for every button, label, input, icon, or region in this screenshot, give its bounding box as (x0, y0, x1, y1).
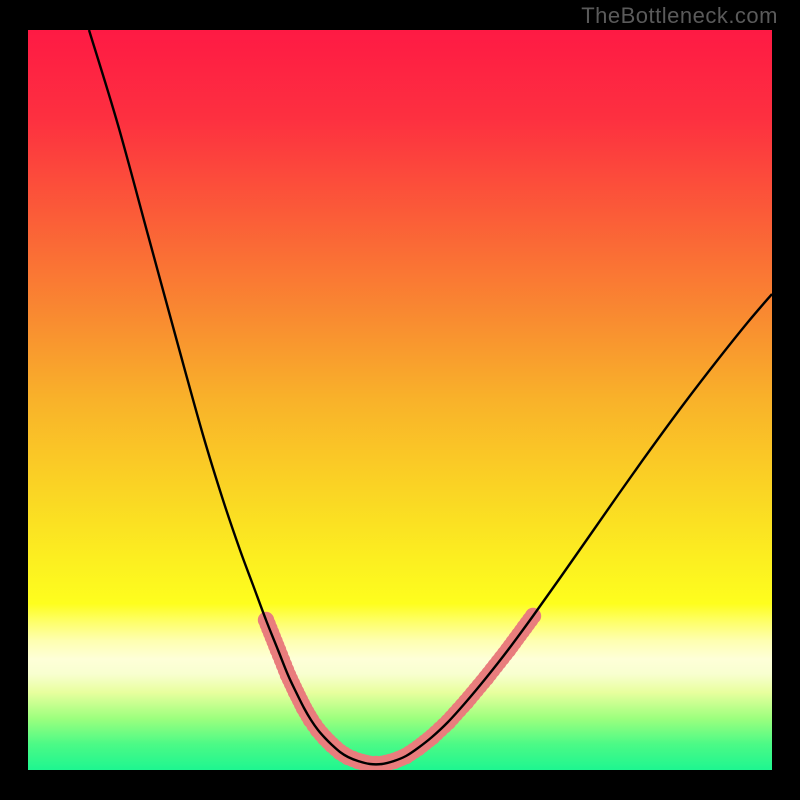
plot-area (28, 30, 772, 770)
gradient-background (28, 30, 772, 770)
plot-svg (28, 30, 772, 770)
watermark-text: TheBottleneck.com (581, 3, 778, 29)
